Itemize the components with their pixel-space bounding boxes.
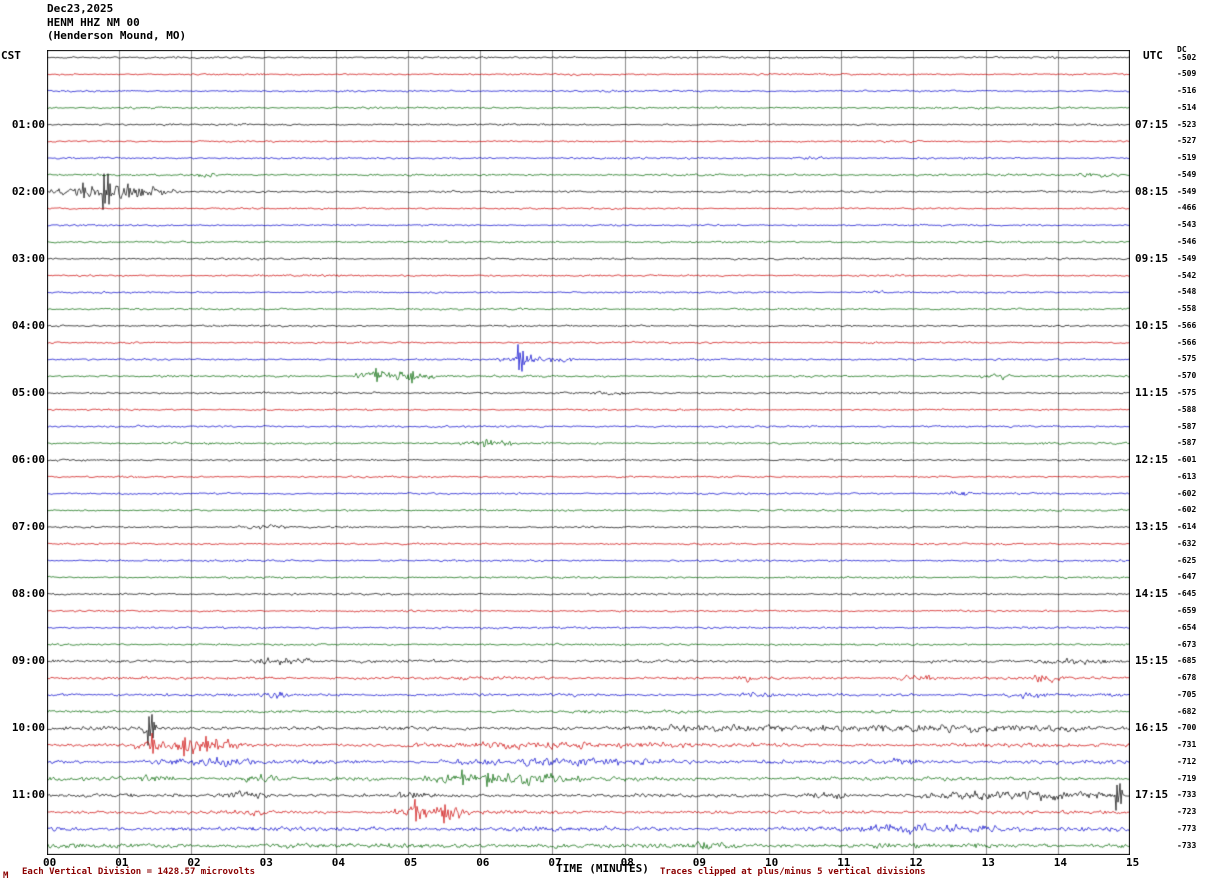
dc-offset-value: -685 <box>1177 656 1197 666</box>
clip-note: Traces clipped at plus/minus 5 vertical … <box>660 867 926 877</box>
dc-offset-value: -519 <box>1177 153 1197 163</box>
cst-hour-label: 10:00 <box>11 721 45 735</box>
x-tick-label: 10 <box>765 856 779 869</box>
dc-offset-value: -705 <box>1177 689 1197 699</box>
utc-hour-label: 10:15 <box>1135 318 1169 332</box>
utc-hour-label: 07:15 <box>1135 117 1169 131</box>
dc-offset-value: -733 <box>1177 790 1197 800</box>
x-tick-label: 01 <box>115 856 129 869</box>
station-location-label: (Henderson Mound, MO) <box>47 29 187 42</box>
dc-offset-value: -516 <box>1177 86 1197 96</box>
dc-offset-value: -514 <box>1177 102 1197 112</box>
dc-offset-value: -654 <box>1177 622 1197 632</box>
x-tick-label: 14 <box>1053 856 1068 869</box>
dc-offset-value: -588 <box>1177 404 1197 414</box>
dc-offset-value: -549 <box>1177 253 1197 263</box>
cst-hour-label: 04:00 <box>11 318 45 332</box>
utc-hour-label: 17:15 <box>1135 788 1169 802</box>
cst-hour-label: 09:00 <box>11 654 45 668</box>
dc-offset-value: -466 <box>1177 203 1197 213</box>
dc-offset-value: -645 <box>1177 589 1197 599</box>
x-tick-label: 02 <box>187 856 201 869</box>
dc-offset-value: -602 <box>1177 505 1197 515</box>
x-tick-label: 15 <box>1126 856 1140 869</box>
cst-hour-label: 06:00 <box>11 453 45 467</box>
dc-offset-value: -647 <box>1177 572 1197 582</box>
station-code-label: HENM HHZ NM 00 <box>47 15 140 29</box>
dc-offset-value: -678 <box>1177 673 1197 683</box>
scale-note: Each Vertical Division = 1428.57 microvo… <box>22 867 255 877</box>
right-axis-title: UTC <box>1143 49 1163 62</box>
dc-offset-value: -632 <box>1177 538 1197 548</box>
utc-hour-label: 12:15 <box>1135 453 1169 467</box>
utc-hour-label: 16:15 <box>1135 721 1169 735</box>
utc-hour-label: 11:15 <box>1135 385 1169 399</box>
dc-offset-value: -558 <box>1177 304 1197 314</box>
dc-offset-value: -614 <box>1177 522 1197 532</box>
cst-hour-label: 07:00 <box>11 520 45 534</box>
cst-hour-label: 02:00 <box>11 184 45 198</box>
logo-mark: M <box>3 871 9 881</box>
dc-offset-value: -549 <box>1177 186 1197 196</box>
dc-offset-value: -575 <box>1177 387 1197 397</box>
date-label: Dec23,2025 <box>47 2 114 15</box>
cst-hour-label: 11:00 <box>11 788 45 802</box>
dc-offset-value: -502 <box>1177 52 1197 62</box>
dc-offset-value: -566 <box>1177 320 1197 330</box>
dc-offset-value: -570 <box>1177 371 1197 381</box>
dc-offset-value: -509 <box>1177 69 1197 79</box>
dc-offset-value: -587 <box>1177 421 1197 431</box>
dc-offset-value: -601 <box>1177 455 1197 465</box>
title-block: Dec23,2025 HENM HHZ NM 00 (Henderson Mou… <box>47 2 186 43</box>
dc-offset-value: -548 <box>1177 287 1197 297</box>
utc-hour-label: 15:15 <box>1135 654 1169 668</box>
x-tick-label: 07 <box>548 856 562 869</box>
dc-offset-value: -549 <box>1177 169 1197 179</box>
seismogram-plot <box>47 50 1130 855</box>
dc-offset-value: -575 <box>1177 354 1197 364</box>
dc-offset-value: -731 <box>1177 740 1197 750</box>
x-tick-label: 06 <box>476 856 490 869</box>
cst-hour-label: 08:00 <box>11 587 45 601</box>
utc-hour-label: 08:15 <box>1135 184 1169 198</box>
x-tick-label: 00 <box>43 856 57 869</box>
dc-offset-value: -587 <box>1177 438 1197 448</box>
dc-offset-value: -613 <box>1177 471 1197 481</box>
x-tick-label: 11 <box>837 856 851 869</box>
dc-offset-value: -773 <box>1177 824 1197 833</box>
dc-offset-value: -543 <box>1177 220 1197 230</box>
dc-offset-value: -659 <box>1177 605 1197 615</box>
dc-offset-value: -566 <box>1177 337 1197 347</box>
utc-hour-label: 14:15 <box>1135 587 1169 601</box>
utc-hour-label: 09:15 <box>1135 251 1169 265</box>
x-tick-label: 03 <box>259 856 273 869</box>
dc-offset-value: -682 <box>1177 706 1197 716</box>
x-tick-label: 09 <box>692 856 707 869</box>
dc-offset-value: -546 <box>1177 237 1197 247</box>
x-tick-label: 12 <box>909 856 923 869</box>
x-tick-label: 13 <box>981 856 995 869</box>
x-tick-label: 05 <box>404 856 418 869</box>
dc-offset-value: -733 <box>1177 840 1197 850</box>
dc-header-label: DC <box>1177 45 1187 54</box>
x-tick-label: 08 <box>620 856 634 869</box>
dc-offset-value: -527 <box>1177 136 1197 146</box>
dc-offset-value: -712 <box>1177 756 1197 766</box>
x-axis-title: TIME (MINUTES) <box>556 862 649 875</box>
dc-offset-value: -523 <box>1177 119 1197 129</box>
dc-offset-value: -602 <box>1177 488 1197 498</box>
dc-offset-value: -625 <box>1177 555 1197 565</box>
dc-offset-value: -719 <box>1177 773 1197 783</box>
dc-offset-value: -723 <box>1177 807 1197 817</box>
cst-hour-label: 05:00 <box>11 385 45 399</box>
cst-hour-label: 03:00 <box>11 251 45 265</box>
left-axis-title: CST <box>1 49 21 62</box>
dc-offset-value: -542 <box>1177 270 1197 280</box>
x-tick-label: 04 <box>331 856 346 869</box>
dc-offset-value: -700 <box>1177 723 1197 733</box>
dc-offset-value: -673 <box>1177 639 1197 649</box>
cst-hour-label: 01:00 <box>11 117 45 131</box>
utc-hour-label: 13:15 <box>1135 520 1169 534</box>
